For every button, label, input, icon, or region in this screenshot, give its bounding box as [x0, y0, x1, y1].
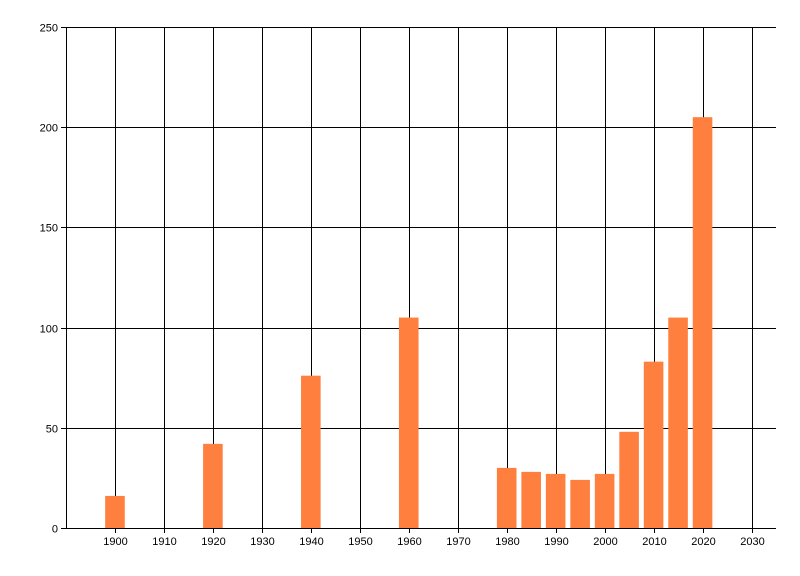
bar	[643, 361, 664, 528]
bar	[496, 467, 517, 528]
bar	[594, 473, 615, 528]
tick-labels: 0 50 100 150 200 250 1900 1910 1920 1930 1940 1950 1…	[40, 23, 765, 549]
bar	[692, 117, 713, 529]
y-tick-label: 200	[40, 123, 58, 135]
bar	[668, 317, 688, 528]
bar	[105, 495, 125, 528]
x-tick-label: 1950	[348, 536, 372, 548]
bars	[105, 117, 713, 529]
x-tick-label: 1990	[544, 536, 568, 548]
x-tick-label: 1900	[103, 536, 127, 548]
x-tick-label: 1980	[495, 536, 519, 548]
y-tick-label: 50	[46, 424, 58, 436]
bar	[203, 443, 223, 528]
x-tick-label: 2010	[642, 536, 666, 548]
bar	[521, 471, 541, 528]
bar	[545, 473, 566, 528]
x-tick-label: 1970	[446, 536, 470, 548]
x-tick-label: 2020	[691, 536, 715, 548]
x-tick-label: 1920	[201, 536, 225, 548]
axes	[61, 27, 776, 533]
bar	[301, 375, 321, 528]
y-tick-label: 100	[40, 324, 58, 336]
x-tick-label: 2000	[593, 536, 617, 548]
x-tick-label: 1960	[397, 536, 421, 548]
y-tick-label: 250	[40, 23, 58, 35]
x-tick-label: 1940	[299, 536, 323, 548]
y-tick-label: 0	[52, 524, 58, 536]
x-tick-label: 1930	[250, 536, 274, 548]
bar	[398, 317, 419, 528]
x-tick-label: 1910	[152, 536, 176, 548]
bar	[570, 479, 590, 528]
x-tick-label: 2030	[740, 536, 764, 548]
y-tick-label: 150	[40, 223, 58, 235]
bar	[619, 431, 639, 528]
